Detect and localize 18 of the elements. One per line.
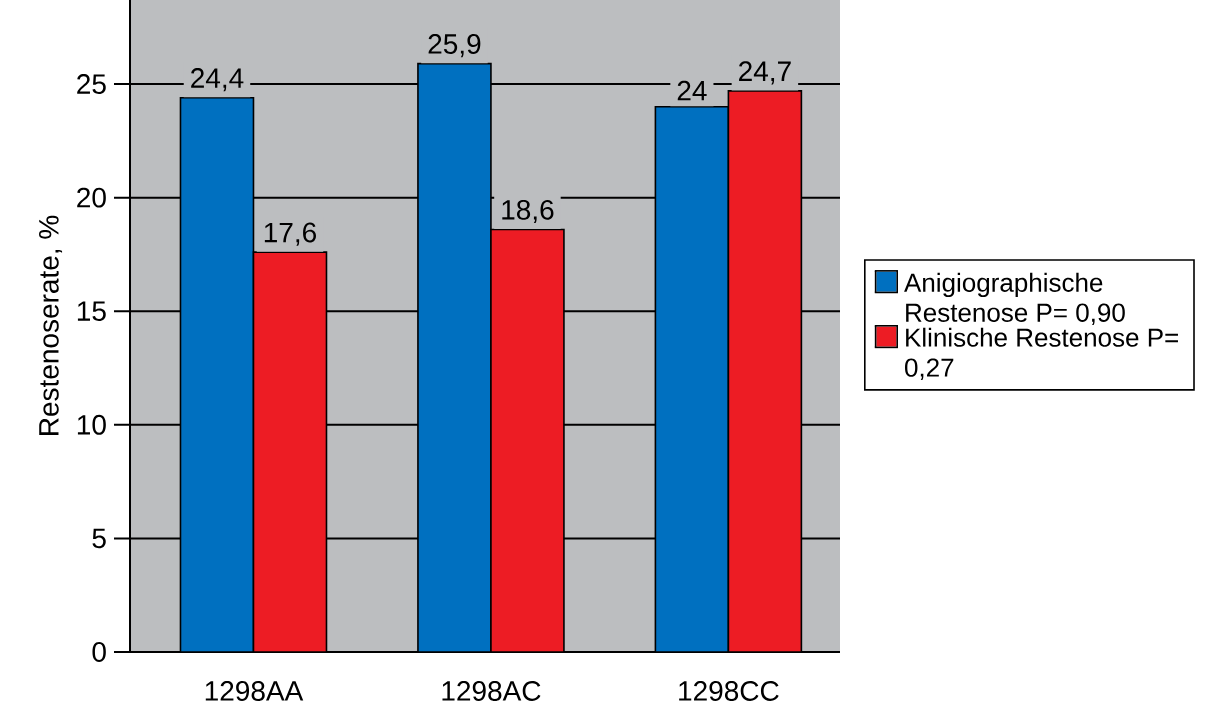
- data-label: 25,9: [428, 34, 481, 58]
- x-tick-label: 1298AC: [442, 681, 541, 701]
- y-axis-title: Restenoserate, %: [39, 215, 63, 435]
- y-tick-label: 5: [92, 528, 106, 549]
- y-tick-label: 15: [77, 301, 106, 321]
- data-label: 24,7: [739, 61, 791, 85]
- data-label: 17,6: [264, 222, 316, 246]
- x-tick-label: 1298AA: [205, 681, 304, 701]
- x-tick-label: 1298CC: [679, 681, 779, 701]
- data-label: 24,4: [191, 68, 244, 92]
- legend-label: Anigiographische Restenose P= 0,90: [904, 272, 1125, 325]
- y-tick-label: 25: [77, 74, 106, 94]
- y-tick-label: 10: [77, 414, 106, 435]
- legend-label: Klinische Restenose P= 0,27: [905, 327, 1178, 380]
- data-label: 24: [677, 80, 707, 101]
- y-tick-label: 0: [92, 642, 106, 662]
- y-tick-label: 20: [77, 187, 106, 208]
- data-label: 18,6: [502, 199, 554, 224]
